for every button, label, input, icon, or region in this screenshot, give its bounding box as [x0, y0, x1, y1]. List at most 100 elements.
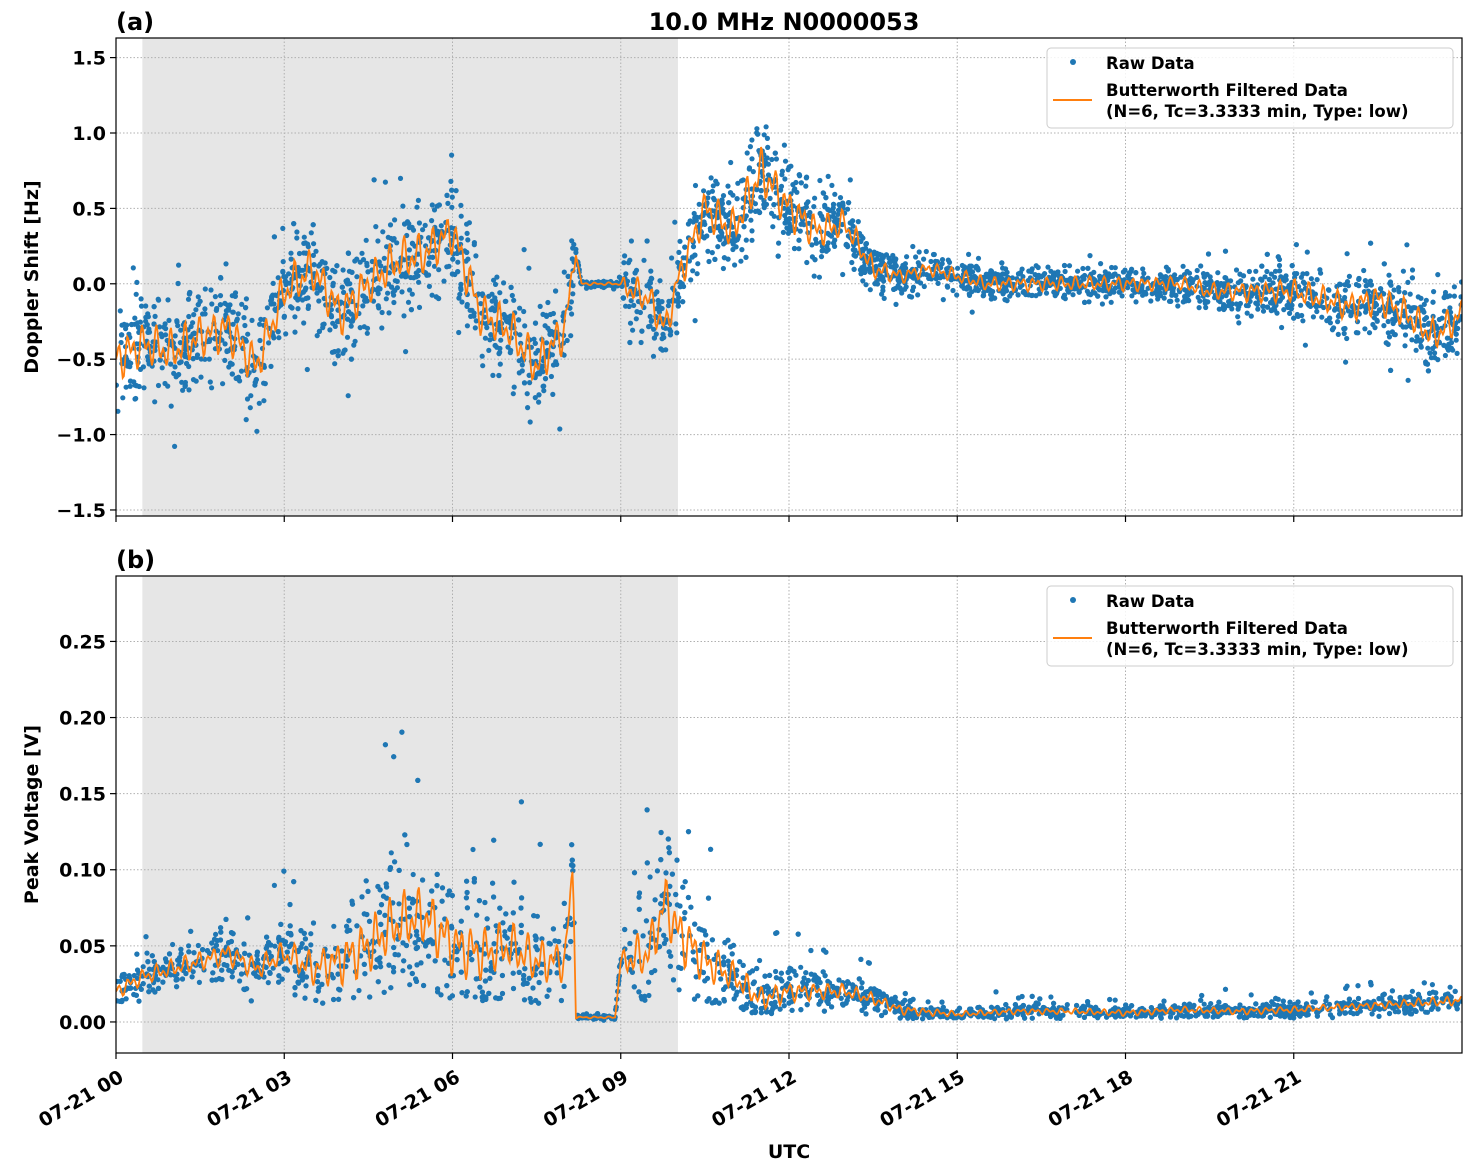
- raw-data-point: [626, 303, 632, 310]
- raw-data-point: [1381, 291, 1387, 297]
- raw-data-point: [940, 297, 946, 303]
- raw-data-point: [902, 286, 908, 292]
- raw-data-point: [492, 342, 498, 349]
- raw-data-point: [1425, 368, 1431, 374]
- raw-data-point: [758, 188, 764, 194]
- raw-data-point: [397, 175, 404, 181]
- raw-data-point: [1222, 248, 1229, 254]
- raw-data-point: [212, 294, 218, 300]
- raw-data-point: [1368, 282, 1374, 288]
- raw-data-point: [504, 318, 510, 324]
- raw-data-point: [202, 306, 208, 312]
- raw-data-point: [1429, 982, 1435, 988]
- raw-data-point: [266, 340, 272, 346]
- y-tick-label: 0.00: [59, 1012, 106, 1034]
- raw-data-point: [677, 284, 683, 290]
- raw-data-point: [433, 294, 439, 300]
- raw-data-point: [620, 295, 626, 301]
- raw-data-point: [775, 253, 781, 259]
- raw-data-point: [1418, 343, 1424, 349]
- raw-data-point: [255, 957, 261, 963]
- raw-data-point: [1243, 302, 1249, 309]
- raw-data-point: [805, 199, 811, 205]
- raw-data-point: [220, 381, 226, 387]
- raw-data-point: [141, 385, 147, 391]
- raw-data-point: [186, 291, 192, 297]
- raw-data-point: [455, 269, 461, 275]
- raw-data-point: [308, 931, 314, 937]
- raw-data-point: [651, 326, 657, 332]
- raw-data-point: [647, 313, 653, 320]
- raw-data-point: [921, 283, 927, 290]
- raw-data-point: [1455, 325, 1461, 332]
- raw-data-point: [301, 320, 307, 326]
- raw-data-point: [348, 356, 354, 362]
- y-tick-label: −1.5: [56, 500, 106, 522]
- raw-data-point: [1446, 341, 1452, 347]
- raw-data-point: [1227, 302, 1233, 308]
- raw-data-point: [130, 265, 136, 271]
- raw-data-point: [235, 311, 241, 317]
- raw-data-point: [825, 230, 831, 236]
- raw-data-point: [584, 284, 590, 290]
- raw-data-point: [1198, 263, 1204, 269]
- raw-data-point: [521, 380, 528, 386]
- raw-data-point: [549, 352, 556, 358]
- raw-data-point: [431, 263, 438, 269]
- raw-data-point: [402, 221, 408, 227]
- raw-data-point: [422, 222, 428, 228]
- y-tick-label: 0.05: [59, 936, 106, 958]
- raw-data-point: [172, 333, 178, 339]
- raw-data-point: [781, 205, 787, 211]
- raw-data-point: [934, 259, 941, 265]
- raw-data-point: [743, 237, 749, 243]
- raw-data-point: [547, 331, 553, 337]
- raw-data-point: [1365, 282, 1371, 288]
- raw-data-point: [757, 209, 763, 216]
- raw-data-point: [840, 271, 846, 278]
- raw-data-point: [803, 175, 810, 181]
- raw-data-point: [1451, 293, 1457, 299]
- raw-data-point: [532, 320, 539, 326]
- raw-data-point: [812, 195, 818, 201]
- raw-data-point: [923, 248, 929, 255]
- raw-data-point: [1120, 269, 1126, 275]
- raw-data-point: [271, 882, 277, 889]
- raw-data-point: [497, 345, 503, 352]
- raw-data-point: [464, 230, 470, 236]
- raw-data-point: [230, 321, 236, 327]
- raw-data-point: [152, 313, 158, 319]
- raw-data-point: [294, 229, 300, 235]
- raw-data-point: [804, 259, 810, 266]
- raw-data-point: [1277, 297, 1284, 303]
- raw-data-point: [769, 156, 775, 163]
- raw-data-point: [144, 322, 150, 328]
- raw-data-point: [435, 228, 441, 235]
- raw-data-point: [1292, 275, 1298, 281]
- raw-data-point: [727, 190, 734, 196]
- raw-data-point: [1277, 291, 1283, 297]
- raw-data-point: [339, 284, 345, 290]
- raw-data-point: [1296, 284, 1302, 290]
- raw-data-point: [634, 309, 640, 315]
- raw-data-point: [723, 214, 729, 220]
- raw-data-point: [657, 278, 663, 284]
- raw-data-point: [918, 280, 924, 286]
- raw-data-point: [349, 269, 355, 275]
- raw-data-point: [1318, 270, 1324, 276]
- raw-data-point: [1442, 289, 1449, 296]
- raw-data-point: [1300, 271, 1306, 277]
- raw-data-point: [472, 325, 478, 331]
- raw-data-point: [1272, 268, 1279, 274]
- raw-data-point: [422, 943, 429, 949]
- raw-data-point: [638, 339, 644, 346]
- raw-data-point: [1448, 309, 1454, 315]
- raw-data-point: [755, 131, 761, 137]
- raw-data-point: [409, 291, 415, 297]
- raw-data-point: [188, 323, 194, 330]
- raw-data-point: [1161, 295, 1167, 301]
- raw-data-point: [134, 341, 140, 347]
- raw-data-point: [628, 298, 634, 304]
- raw-data-point: [1404, 242, 1410, 248]
- raw-data-point: [1107, 274, 1113, 280]
